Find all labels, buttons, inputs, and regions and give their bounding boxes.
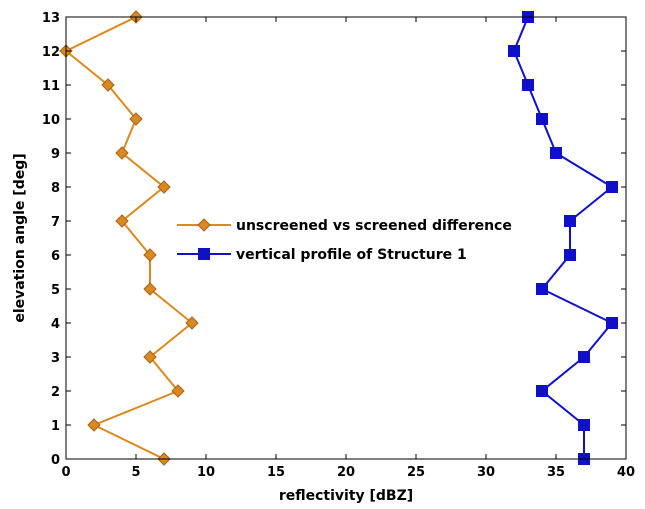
legend-label-difference: unscreened vs screened difference <box>236 218 512 234</box>
y-tick-label: 2 <box>51 385 60 400</box>
y-axis-label: elevation angle [deg] <box>12 153 28 322</box>
data-point-profile <box>564 215 576 227</box>
y-tick-label: 9 <box>51 147 60 162</box>
data-point-profile <box>564 249 576 261</box>
y-tick-label: 12 <box>42 45 60 60</box>
y-tick-label: 4 <box>51 317 60 332</box>
data-point-difference <box>143 248 157 262</box>
x-tick-label: 30 <box>477 465 495 480</box>
data-point-difference <box>171 384 185 398</box>
legend-marker-profile <box>198 248 210 260</box>
data-point-profile <box>578 351 590 363</box>
y-tick-label: 0 <box>51 453 60 468</box>
x-tick-label: 0 <box>61 465 70 480</box>
x-tick-label: 20 <box>337 465 355 480</box>
data-point-difference <box>115 146 129 160</box>
data-point-difference <box>157 180 171 194</box>
data-point-profile <box>578 419 590 431</box>
x-tick-label: 15 <box>267 465 285 480</box>
data-point-difference <box>143 282 157 296</box>
y-tick-label: 10 <box>42 113 60 128</box>
x-tick-label: 40 <box>617 465 635 480</box>
data-point-difference <box>87 418 101 432</box>
data-point-profile <box>536 113 548 125</box>
data-point-difference <box>129 112 143 126</box>
x-axis-label: reflectivity [dBZ] <box>279 488 413 504</box>
data-point-profile <box>522 79 534 91</box>
data-point-difference <box>143 350 157 364</box>
y-tick-label: 11 <box>42 79 60 94</box>
legend: unscreened vs screened difference vertic… <box>177 218 512 263</box>
x-tick-label: 35 <box>547 465 565 480</box>
data-point-profile <box>536 385 548 397</box>
data-point-difference <box>101 78 115 92</box>
data-point-profile <box>508 45 520 57</box>
data-point-difference <box>185 316 199 330</box>
series-line-difference <box>66 17 193 459</box>
data-point-profile <box>606 317 618 329</box>
x-tick-label: 25 <box>407 465 425 480</box>
y-tick-label: 1 <box>51 419 60 434</box>
x-tick-label: 5 <box>131 465 140 480</box>
data-point-profile <box>550 147 562 159</box>
y-tick-label: 7 <box>51 215 60 230</box>
y-tick-label: 5 <box>51 283 60 298</box>
legend-label-profile: vertical profile of Structure 1 <box>236 247 467 263</box>
legend-marker-difference <box>197 218 211 232</box>
y-tick-label: 8 <box>51 181 60 196</box>
data-point-profile <box>606 181 618 193</box>
data-point-difference <box>115 214 129 228</box>
y-tick-label: 6 <box>51 249 60 264</box>
y-tick-label: 13 <box>42 11 60 26</box>
data-point-profile <box>536 283 548 295</box>
x-tick-label: 10 <box>197 465 215 480</box>
y-tick-label: 3 <box>51 351 60 366</box>
